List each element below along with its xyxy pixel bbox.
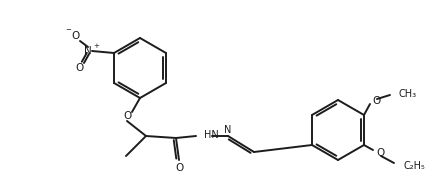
Text: O: O — [75, 63, 83, 73]
Text: O: O — [372, 96, 380, 106]
Text: −: − — [65, 27, 71, 33]
Text: O: O — [71, 31, 79, 41]
Text: N: N — [224, 125, 232, 135]
Text: HN: HN — [204, 130, 219, 140]
Text: +: + — [93, 43, 99, 49]
Text: O: O — [176, 163, 184, 173]
Text: O: O — [376, 148, 384, 158]
Text: CH₃: CH₃ — [399, 89, 417, 99]
Text: N: N — [84, 46, 92, 56]
Text: O: O — [124, 111, 132, 121]
Text: C₂H₅: C₂H₅ — [404, 161, 426, 171]
